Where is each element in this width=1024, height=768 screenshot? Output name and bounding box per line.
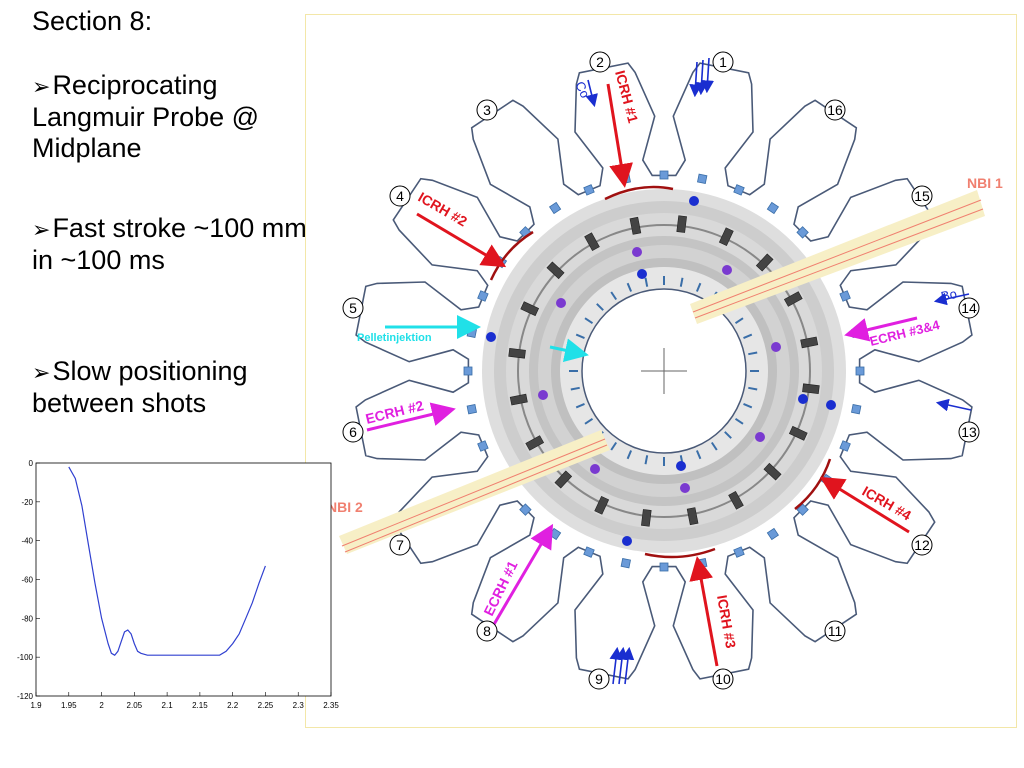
nbi1-beam — [690, 190, 985, 324]
port-3-circle — [476, 99, 498, 121]
port-5-circle — [342, 297, 364, 319]
port-16-label: 16 — [827, 102, 843, 118]
port-11-circle — [824, 620, 846, 642]
y-tick-label: -60 — [21, 576, 33, 585]
bullet-arrow-icon: ➢ — [32, 74, 51, 99]
x-tick-label: 1.95 — [61, 701, 77, 710]
bullet-fast-stroke: ➢Fast stroke ~100 mm in ~100 ms — [32, 213, 307, 276]
nbi2-beam — [339, 430, 610, 554]
inner-wall-segments — [569, 276, 759, 466]
x-axis-ticks: 1.9 1.95 2 2.05 2.1 2.15 2.2 2.25 2.3 2.35 — [30, 692, 339, 710]
pellet-label: Pelletinjektion — [357, 332, 432, 344]
port-12-label: 12 — [914, 537, 930, 553]
x-tick-label: 2 — [99, 701, 104, 710]
port-6-circle — [342, 421, 364, 443]
port-2-circle — [589, 51, 611, 73]
port-1-label: 1 — [719, 54, 727, 70]
port-9-label: 9 — [595, 671, 603, 687]
y-axis-ticks: 0 -20 -40 -60 -80 -100 -120 — [17, 459, 40, 701]
purple-dots — [538, 247, 781, 493]
x-tick-label: 2.15 — [192, 701, 208, 710]
plot-series — [68, 466, 266, 656]
port-9-circle — [588, 668, 610, 690]
port-8-label: 8 — [483, 623, 491, 639]
co-label: Co — [572, 79, 593, 100]
port-3-label: 3 — [483, 102, 491, 118]
bullet-reciprocating-probe: ➢Reciprocating Langmuir Probe @ Midplane — [32, 70, 307, 164]
y-tick-label: -120 — [17, 692, 34, 701]
blue-arrows — [585, 57, 972, 685]
port-14-label: 14 — [961, 300, 977, 316]
bullet-slow-positioning: ➢Slow positioning between shots — [32, 356, 307, 419]
port-2-label: 2 — [596, 54, 604, 70]
port-16-circle — [824, 99, 846, 121]
port-7-circle — [389, 534, 411, 556]
port-4-label: 4 — [396, 188, 404, 204]
port-14-circle — [958, 297, 980, 319]
port-11-label: 11 — [828, 623, 843, 639]
port-10-label: 10 — [715, 671, 731, 687]
plot-area — [35, 462, 332, 697]
bullet-text: Slow positioning between shots — [32, 356, 248, 418]
y-tick-label: -80 — [21, 614, 33, 623]
y-tick-label: -100 — [17, 653, 34, 662]
nbi2-label: NBI 2 — [327, 499, 363, 515]
probe-components — [508, 215, 820, 527]
port-4-circle — [389, 185, 411, 207]
y-tick-label: -40 — [21, 537, 33, 546]
x-tick-label: 1.9 — [30, 701, 42, 710]
port-8-circle — [476, 620, 498, 642]
torus-rings — [482, 189, 846, 553]
icrh-arrows — [416, 83, 910, 667]
x-tick-label: 2.2 — [227, 701, 239, 710]
blue-dots — [486, 196, 836, 546]
x-tick-label: 2.35 — [323, 701, 339, 710]
bullet-text: Reciprocating Langmuir Probe @ Midplane — [32, 70, 260, 163]
port-13-label: 13 — [961, 424, 977, 440]
nbi1-label: NBI 1 — [967, 175, 1003, 191]
bo-label: Bo — [940, 286, 959, 304]
y-tick-label: 0 — [29, 459, 34, 468]
port-1-circle — [712, 51, 734, 73]
port-6-label: 6 — [349, 424, 357, 440]
torus-heating-diagram: ICRH #1 ICRH #2 ICRH #3 ICRH #4 ECRH #1 … — [305, 14, 1017, 728]
port-10-circle — [712, 668, 734, 690]
probe-stroke-plot: 0 -20 -40 -60 -80 -100 -120 1.9 1.95 2 2.05 2.1 2.1… — [17, 459, 339, 710]
slide-title: Section 8: — [32, 6, 153, 36]
port-13-circle — [958, 421, 980, 443]
probe-position-line — [68, 466, 266, 656]
bullet-text: Fast stroke ~100 mm in ~100 ms — [32, 213, 307, 275]
ecrh-arrows — [366, 316, 918, 627]
x-tick-label: 2.25 — [258, 701, 274, 710]
x-tick-label: 2.3 — [293, 701, 305, 710]
port-15-circle — [911, 185, 933, 207]
port-15-label: 15 — [914, 188, 930, 204]
x-tick-label: 2.05 — [127, 701, 143, 710]
icrh-antennas — [489, 185, 832, 559]
bullet-arrow-icon: ➢ — [32, 360, 51, 385]
port-7-label: 7 — [396, 537, 404, 553]
pellet-arrows — [385, 315, 589, 363]
x-tick-label: 2.1 — [162, 701, 174, 710]
y-tick-label: -20 — [21, 498, 33, 507]
bullet-arrow-icon: ➢ — [32, 217, 51, 242]
port-5-label: 5 — [349, 300, 357, 316]
port-12-circle — [911, 534, 933, 556]
